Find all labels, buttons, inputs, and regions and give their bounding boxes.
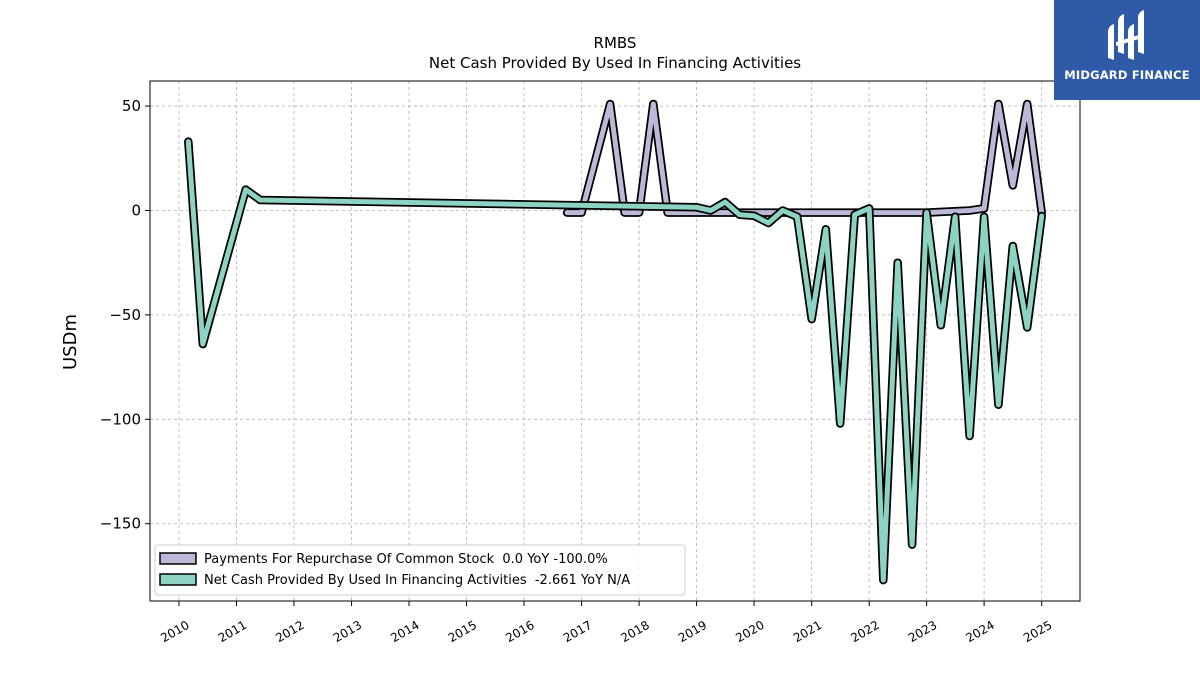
y-axis-label: USDm xyxy=(60,314,81,370)
x-tick-label: 2015 xyxy=(446,618,479,645)
logo: MIDGARD FINANCE xyxy=(1054,0,1200,100)
legend-swatch-repurchase xyxy=(159,552,197,565)
legend-label-repurchase: Payments For Repurchase Of Common Stock … xyxy=(204,552,608,567)
x-tick-label: 2011 xyxy=(216,618,249,645)
x-tick-label: 2022 xyxy=(848,618,881,645)
x-tick-label: 2014 xyxy=(388,618,421,645)
series-1-line xyxy=(185,139,1045,583)
x-axis: 2010 2011 2012 2013 2014 2015 2016 2017 2018 2019… xyxy=(158,601,1054,645)
plot-frame xyxy=(149,80,1081,602)
legend: Payments For Repurchase Of Common Stock … xyxy=(154,544,686,596)
series-layer xyxy=(184,99,1046,585)
x-tick-label: 2017 xyxy=(561,618,594,645)
x-tick-label: 2013 xyxy=(331,618,364,645)
chart-title: RMBS xyxy=(594,34,637,52)
x-tick-label: 2010 xyxy=(158,618,191,645)
y-tick-label: −150 xyxy=(100,515,141,533)
y-tick-label: 50 xyxy=(122,97,141,115)
legend-label-financing: Net Cash Provided By Used In Financing A… xyxy=(204,573,630,588)
x-tick-label: 2020 xyxy=(733,618,766,645)
chart-subtitle: Net Cash Provided By Used In Financing A… xyxy=(429,54,801,72)
logo-text: MIDGARD FINANCE xyxy=(1064,68,1190,82)
x-tick-label: 2023 xyxy=(906,618,939,645)
legend-frame xyxy=(154,544,686,596)
x-tick-label: 2025 xyxy=(1021,618,1054,645)
legend-swatch-financing xyxy=(159,573,197,586)
y-tick-label: −100 xyxy=(100,410,141,428)
x-tick-label: 2019 xyxy=(676,618,709,645)
y-tick-label: −50 xyxy=(109,306,141,324)
y-axis: 50 0 −50 −100 −150 xyxy=(100,97,150,533)
logo-mark-icon xyxy=(1108,10,1144,60)
x-tick-label: 2012 xyxy=(273,618,306,645)
x-tick-label: 2016 xyxy=(503,618,536,645)
series-0-outline xyxy=(562,99,1046,217)
y-tick-label: 0 xyxy=(131,201,141,219)
x-tick-label: 2024 xyxy=(963,618,996,645)
x-tick-label: 2021 xyxy=(791,618,824,645)
x-tick-label: 2018 xyxy=(618,618,651,645)
